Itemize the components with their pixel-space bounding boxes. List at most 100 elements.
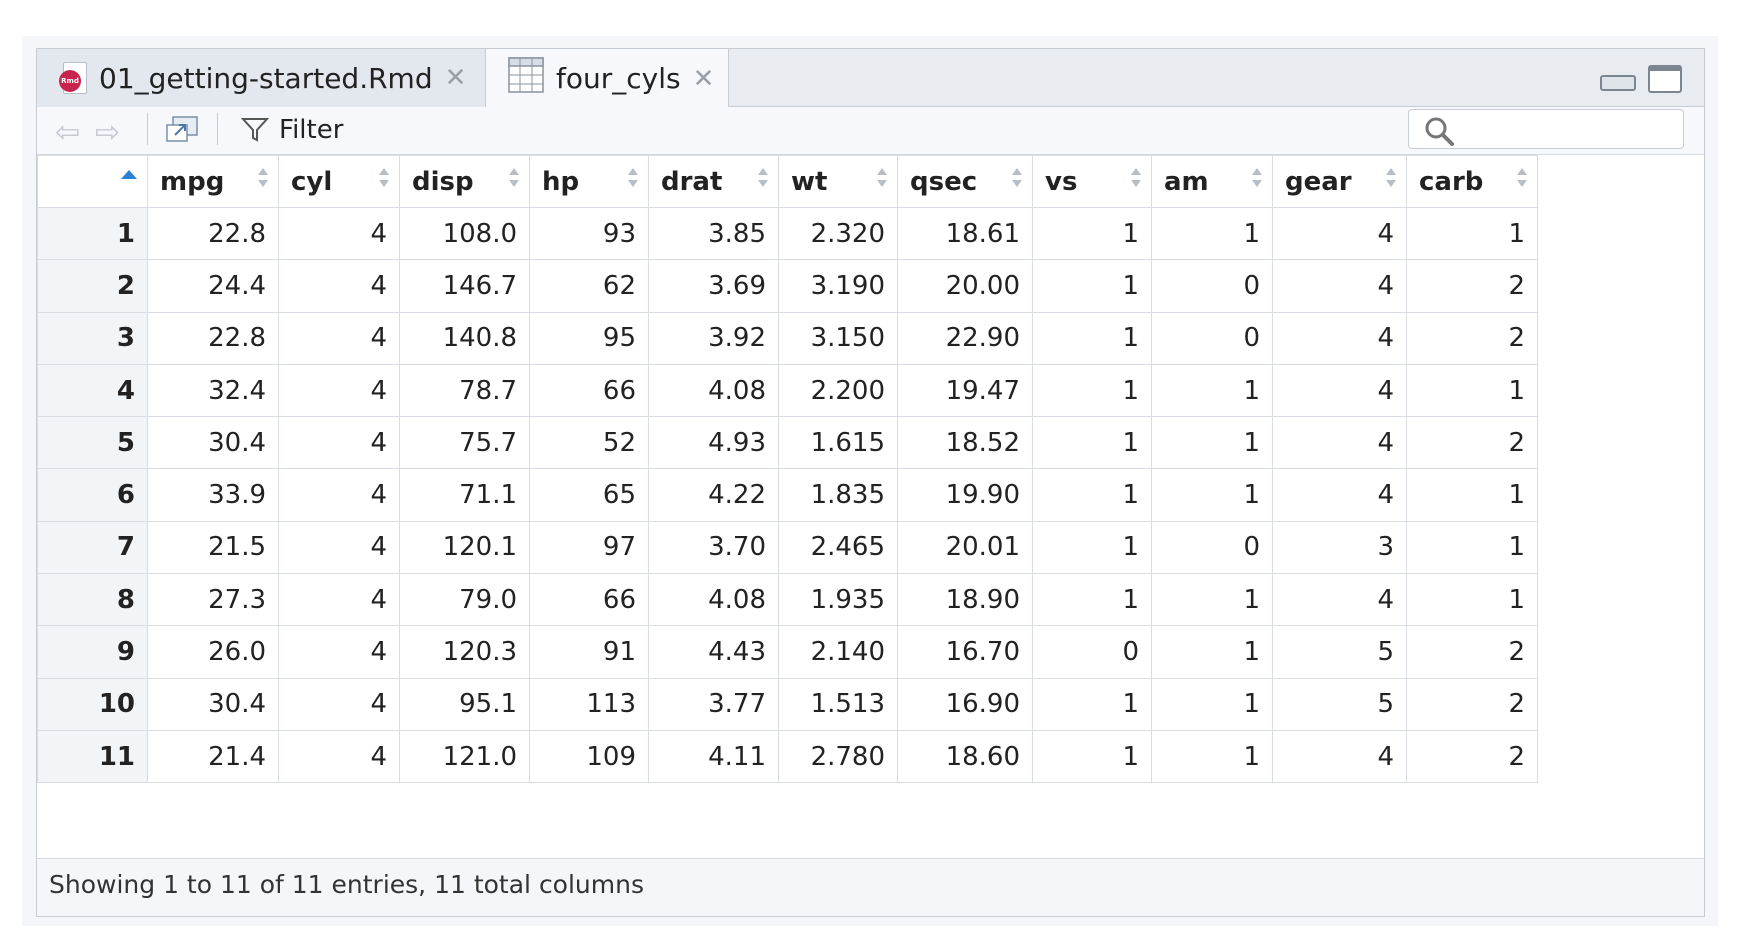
table-cell: 19.90 (897, 468, 1033, 522)
column-header-carb[interactable]: carb (1406, 155, 1538, 208)
table-row: 7 21.5 4 120.1 97 3.70 2.465 20.01 1 0 3 1 (37, 520, 1538, 575)
table-cell: 18.90 (897, 573, 1033, 627)
table-cell: 2 (1406, 729, 1538, 784)
table-cell: 121.0 (399, 729, 530, 784)
column-header-mpg[interactable]: mpg (147, 155, 279, 208)
sort-icon (1252, 168, 1262, 192)
table-cell: 0 (1151, 259, 1273, 313)
table-cell: 27.3 (147, 573, 279, 627)
table-cell: 24.4 (147, 259, 279, 313)
table-cell: 1.835 (778, 468, 898, 522)
row-number: 10 (37, 677, 148, 731)
rmd-file-icon: Rmd (59, 62, 87, 94)
column-header-vs[interactable]: vs (1032, 155, 1152, 208)
table-row: 10 30.4 4 95.1 113 3.77 1.513 16.90 1 1 5 2 (37, 677, 1538, 731)
table-body: 1 22.8 4 108.0 93 3.85 2.320 18.61 1 1 4 1 2 24.4 4 146… (37, 206, 1538, 784)
table-cell: 52 (529, 416, 649, 470)
row-number: 9 (37, 625, 148, 679)
table-cell: 75.7 (399, 416, 530, 470)
tab-rmd-file[interactable]: Rmd 01_getting-started.Rmd ✕ (37, 49, 486, 107)
table-cell: 4 (278, 573, 400, 627)
sort-icon (1131, 168, 1141, 192)
row-number: 4 (37, 363, 148, 418)
column-header-gear[interactable]: gear (1272, 155, 1407, 208)
table-cell: 3.69 (648, 259, 779, 313)
column-header-drat[interactable]: drat (648, 155, 779, 208)
sort-icon (877, 168, 887, 192)
table-cell: 26.0 (147, 625, 279, 679)
table-cell: 1 (1406, 206, 1538, 261)
table-cell: 4 (1272, 468, 1407, 522)
table-cell: 18.61 (897, 206, 1033, 261)
sort-icon (1386, 168, 1396, 192)
table-cell: 93 (529, 206, 649, 261)
column-header-label: am (1164, 166, 1209, 197)
table-cell: 30.4 (147, 416, 279, 470)
table-cell: 1 (1151, 677, 1273, 731)
maximize-icon[interactable] (1648, 65, 1682, 93)
close-icon[interactable]: ✕ (444, 63, 467, 93)
table-cell: 33.9 (147, 468, 279, 522)
table-row: 2 24.4 4 146.7 62 3.69 3.190 20.00 1 0 4 2 (37, 259, 1538, 313)
table-cell: 62 (529, 259, 649, 313)
table-cell: 71.1 (399, 468, 530, 522)
forward-arrow-icon[interactable]: ⇨ (95, 115, 121, 150)
tab-four-cyls[interactable]: four_cyls ✕ (486, 49, 729, 108)
table-cell: 4 (1272, 311, 1407, 365)
table-cell: 1.935 (778, 573, 898, 627)
column-header-label: gear (1285, 166, 1352, 197)
table-cell: 18.60 (897, 729, 1033, 784)
column-header-label: qsec (910, 166, 978, 197)
table-cell: 2.320 (778, 206, 898, 261)
table-cell: 4 (278, 259, 400, 313)
table-cell: 1 (1032, 729, 1152, 784)
table-cell: 21.4 (147, 729, 279, 784)
table-cell: 1 (1406, 363, 1538, 418)
minimize-icon[interactable] (1600, 75, 1636, 91)
column-header-label: disp (412, 166, 474, 197)
table-cell: 113 (529, 677, 649, 731)
table-row: 8 27.3 4 79.0 66 4.08 1.935 18.90 1 1 4 1 (37, 573, 1538, 627)
table-cell: 1 (1151, 573, 1273, 627)
table-cell: 1 (1151, 729, 1273, 784)
column-header-am[interactable]: am (1151, 155, 1273, 208)
table-cell: 108.0 (399, 206, 530, 261)
column-header-hp[interactable]: hp (529, 155, 649, 208)
row-number: 1 (37, 206, 148, 261)
search-input[interactable] (1408, 109, 1684, 149)
filter-label: Filter (279, 115, 344, 145)
table-cell: 97 (529, 520, 649, 575)
popout-window-icon[interactable] (165, 115, 199, 145)
table-cell: 22.90 (897, 311, 1033, 365)
table-cell: 4 (278, 625, 400, 679)
table-cell: 2 (1406, 259, 1538, 313)
close-icon[interactable]: ✕ (692, 63, 715, 94)
table-cell: 4.93 (648, 416, 779, 470)
filter-icon (241, 118, 269, 142)
table-cell: 30.4 (147, 677, 279, 731)
sort-icon (1012, 168, 1022, 192)
table-cell: 2 (1406, 311, 1538, 365)
column-header-cyl[interactable]: cyl (278, 155, 400, 208)
entries-status: Showing 1 to 11 of 11 entries, 11 total … (49, 870, 644, 899)
table-cell: 22.8 (147, 311, 279, 365)
filter-button[interactable]: Filter (241, 107, 343, 153)
row-number-header[interactable] (37, 155, 148, 208)
table-row: 11 21.4 4 121.0 109 4.11 2.780 18.60 1 1 4 2 (37, 729, 1538, 784)
table-cell: 4 (1272, 416, 1407, 470)
column-header-qsec[interactable]: qsec (897, 155, 1033, 208)
sort-ascending-icon (121, 170, 137, 179)
sort-icon (258, 168, 268, 192)
column-header-wt[interactable]: wt (778, 155, 898, 208)
sort-icon (758, 168, 768, 192)
back-arrow-icon[interactable]: ⇦ (55, 115, 81, 150)
tab-label: 01_getting-started.Rmd (99, 61, 433, 95)
table-cell: 78.7 (399, 363, 530, 418)
table-cell: 1 (1406, 520, 1538, 575)
table-cell: 2 (1406, 677, 1538, 731)
table-cell: 1 (1151, 363, 1273, 418)
column-header-disp[interactable]: disp (399, 155, 530, 208)
table-cell: 4.22 (648, 468, 779, 522)
table-cell: 146.7 (399, 259, 530, 313)
column-header-label: drat (661, 166, 723, 197)
